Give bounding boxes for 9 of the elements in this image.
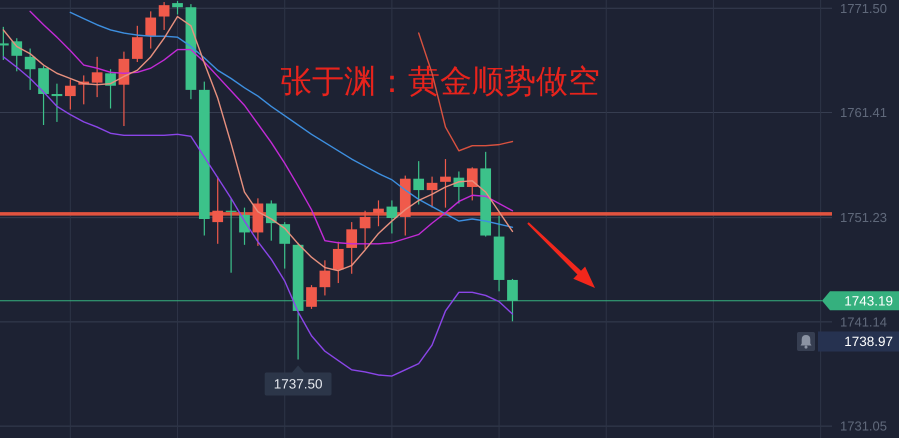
ytick: 1741.14: [840, 314, 887, 330]
ytick: 1771.50: [840, 0, 887, 16]
ytick: 1731.05: [840, 418, 887, 434]
annotation-axis-tag: 1738.97: [818, 332, 899, 352]
annotation: 1737.50: [274, 376, 323, 392]
ytick: 1761.41: [840, 105, 887, 120]
ref-line-label: 1743.19: [844, 293, 893, 308]
ytick: 1751.23: [840, 210, 887, 226]
annotation-tooltip: 1737.50: [264, 366, 332, 396]
